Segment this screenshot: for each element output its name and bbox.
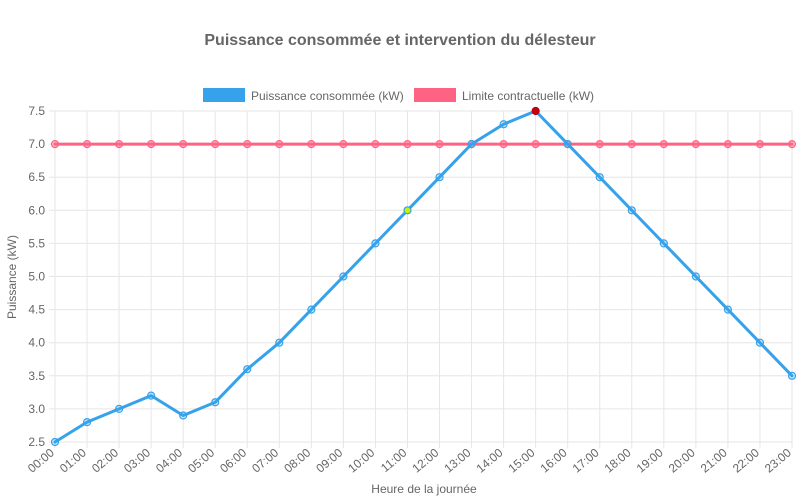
x-tick-label: 11:00 bbox=[378, 445, 410, 475]
power-point[interactable] bbox=[595, 173, 604, 182]
limit-point[interactable] bbox=[659, 140, 668, 149]
x-tick-label: 14:00 bbox=[474, 445, 506, 475]
series-limit bbox=[50, 140, 797, 149]
power-point[interactable] bbox=[275, 338, 284, 347]
x-tick-label: 17:00 bbox=[570, 445, 602, 475]
x-tick-label: 07:00 bbox=[249, 445, 281, 475]
power-point[interactable] bbox=[211, 398, 220, 407]
limit-point[interactable] bbox=[50, 140, 60, 149]
y-tick-label: 5.5 bbox=[28, 236, 45, 250]
limit-point[interactable] bbox=[787, 140, 797, 149]
legend-swatch-limit bbox=[414, 88, 456, 102]
x-tick-label: 06:00 bbox=[217, 445, 249, 475]
power-point[interactable] bbox=[755, 338, 765, 347]
limit-point[interactable] bbox=[435, 140, 444, 149]
chart-grid bbox=[49, 110, 793, 448]
y-tick-label: 3.0 bbox=[28, 402, 45, 416]
power-point[interactable] bbox=[307, 305, 316, 314]
power-point[interactable] bbox=[147, 391, 156, 400]
y-tick-label: 4.0 bbox=[28, 336, 45, 350]
limit-point[interactable] bbox=[691, 140, 700, 149]
power-point[interactable] bbox=[371, 239, 380, 248]
limit-point[interactable] bbox=[211, 140, 220, 149]
limit-point[interactable] bbox=[307, 140, 316, 149]
limit-point[interactable] bbox=[499, 140, 508, 149]
y-axis-ticks: 2.5 3.0 3.5 4.0 4.5 5.0 5.5 6.0 6.5 7.0 7.5 bbox=[28, 104, 45, 449]
y-tick-label: 4.5 bbox=[28, 303, 45, 317]
x-tick-label: 09:00 bbox=[313, 445, 345, 475]
power-point[interactable] bbox=[339, 272, 348, 281]
x-tick-label: 20:00 bbox=[666, 445, 698, 475]
x-axis-ticks: 00:00 01:00 02:00 03:00 04:00 05:00 06:00 07:00… bbox=[25, 445, 794, 475]
x-tick-label: 13:00 bbox=[441, 445, 473, 475]
limit-point[interactable] bbox=[339, 140, 348, 149]
limit-point[interactable] bbox=[275, 140, 284, 149]
power-point[interactable] bbox=[627, 206, 636, 215]
y-tick-label: 2.5 bbox=[28, 435, 45, 449]
limit-point[interactable] bbox=[82, 140, 92, 149]
x-axis-title: Heure de la journée bbox=[371, 482, 477, 496]
limit-point[interactable] bbox=[723, 140, 733, 149]
legend-label-limit: Limite contractuelle (kW) bbox=[462, 89, 594, 103]
x-tick-label: 12:00 bbox=[409, 445, 441, 475]
y-tick-label: 7.5 bbox=[28, 104, 45, 118]
limit-point[interactable] bbox=[595, 140, 604, 149]
x-tick-label: 04:00 bbox=[153, 445, 185, 475]
x-tick-label: 19:00 bbox=[634, 445, 666, 475]
power-point[interactable] bbox=[435, 173, 444, 182]
power-point[interactable] bbox=[82, 418, 92, 427]
power-point[interactable] bbox=[50, 437, 60, 447]
legend-item-limit[interactable]: Limite contractuelle (kW) bbox=[414, 88, 594, 103]
x-tick-label: 23:00 bbox=[762, 445, 794, 475]
power-point[interactable] bbox=[531, 106, 540, 116]
x-tick-label: 21:00 bbox=[698, 445, 730, 475]
limit-point[interactable] bbox=[371, 140, 380, 149]
limit-point[interactable] bbox=[179, 140, 188, 149]
limit-point[interactable] bbox=[114, 140, 124, 149]
power-point[interactable] bbox=[179, 411, 188, 420]
power-point[interactable] bbox=[723, 305, 733, 314]
limit-point[interactable] bbox=[755, 140, 765, 149]
power-point[interactable] bbox=[114, 404, 124, 413]
power-point[interactable] bbox=[499, 120, 508, 129]
x-tick-label: 10:00 bbox=[345, 445, 377, 475]
power-point[interactable] bbox=[403, 206, 412, 215]
x-tick-label: 08:00 bbox=[281, 445, 313, 475]
x-tick-label: 05:00 bbox=[185, 445, 217, 475]
limit-point[interactable] bbox=[243, 140, 252, 149]
series-power bbox=[50, 106, 797, 447]
y-tick-label: 3.5 bbox=[28, 369, 45, 383]
x-tick-label: 18:00 bbox=[602, 445, 634, 475]
legend-item-power[interactable]: Puissance consommée (kW) bbox=[203, 88, 404, 103]
chart-series bbox=[50, 106, 797, 447]
x-tick-label: 02:00 bbox=[89, 445, 121, 475]
x-tick-label: 00:00 bbox=[25, 445, 57, 475]
power-point[interactable] bbox=[467, 140, 476, 149]
limit-point[interactable] bbox=[403, 140, 412, 149]
legend-swatch-power bbox=[203, 88, 245, 102]
y-tick-label: 7.0 bbox=[28, 137, 45, 151]
x-tick-label: 01:00 bbox=[57, 445, 89, 475]
limit-point[interactable] bbox=[531, 140, 540, 149]
power-point[interactable] bbox=[659, 239, 668, 248]
y-tick-label: 6.0 bbox=[28, 203, 45, 217]
x-tick-label: 22:00 bbox=[730, 445, 762, 475]
power-point[interactable] bbox=[691, 272, 700, 281]
y-tick-label: 6.5 bbox=[28, 170, 45, 184]
chart-title: Puissance consommée et intervention du d… bbox=[204, 32, 595, 49]
power-line bbox=[53, 109, 794, 444]
power-point[interactable] bbox=[563, 140, 572, 149]
x-tick-label: 03:00 bbox=[121, 445, 153, 475]
power-point[interactable] bbox=[787, 371, 797, 380]
y-tick-label: 5.0 bbox=[28, 270, 45, 284]
y-axis-title: Puissance (kW) bbox=[5, 235, 19, 319]
power-point[interactable] bbox=[243, 365, 252, 374]
x-tick-label: 16:00 bbox=[538, 445, 570, 475]
x-tick-label: 15:00 bbox=[506, 445, 538, 475]
limit-point[interactable] bbox=[627, 140, 636, 149]
limit-point[interactable] bbox=[147, 140, 156, 149]
chart-legend: Puissance consommée (kW) Limite contract… bbox=[203, 88, 594, 103]
legend-label-power: Puissance consommée (kW) bbox=[251, 89, 404, 103]
